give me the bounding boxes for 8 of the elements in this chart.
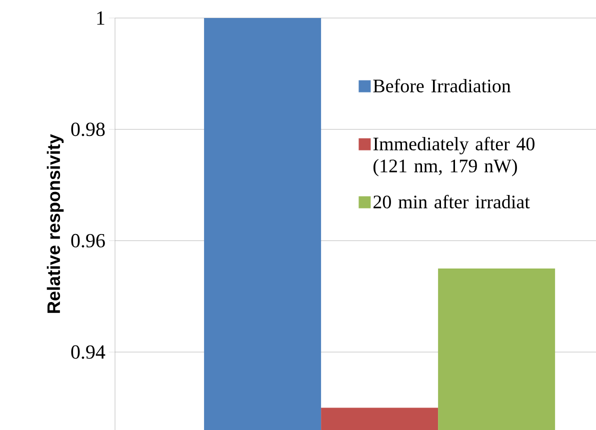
legend-label: Immediately after 40 (121 nm, 179 nW) <box>373 136 534 176</box>
y-tick-label: 0.96 <box>71 234 105 248</box>
y-axis-title: Relative responsivity <box>46 134 64 313</box>
y-tick-label: 0.98 <box>71 122 105 136</box>
legend-label: Before Irradiation <box>373 78 511 92</box>
y-tick-label: 1 <box>97 11 104 25</box>
legend-label: 20 min after irradiat <box>374 194 530 208</box>
y-tick-label: 0.94 <box>71 345 106 359</box>
